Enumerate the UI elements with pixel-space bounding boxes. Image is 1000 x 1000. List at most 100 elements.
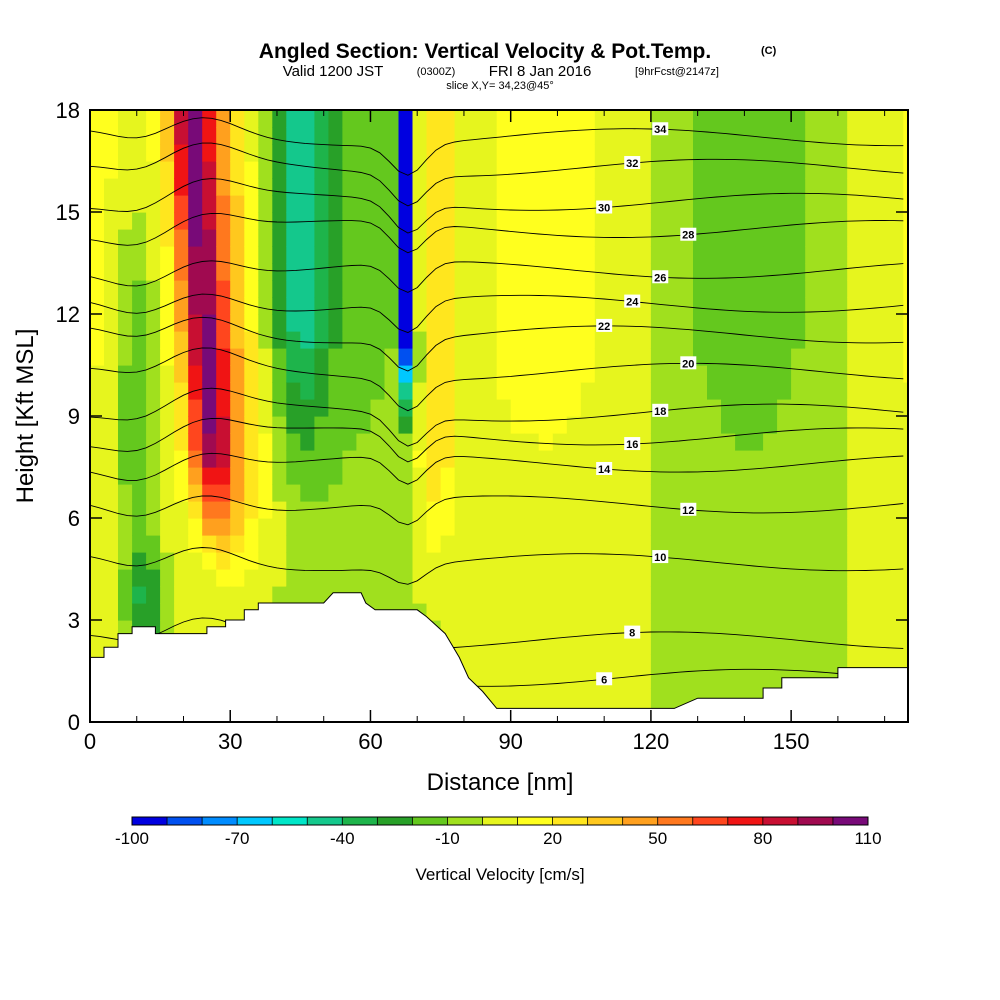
velocity-cell — [300, 518, 315, 536]
velocity-cell — [538, 450, 554, 468]
velocity-cell — [118, 110, 133, 128]
velocity-cell — [216, 127, 231, 145]
velocity-cell — [132, 229, 147, 247]
velocity-cell — [118, 365, 133, 383]
velocity-cell — [664, 382, 680, 400]
velocity-cell — [707, 365, 722, 383]
velocity-cell — [566, 263, 582, 281]
velocity-cell — [146, 127, 161, 145]
velocity-cell — [819, 569, 834, 587]
velocity-cell — [188, 297, 203, 315]
velocity-cell — [580, 229, 596, 247]
velocity-cell — [679, 603, 694, 621]
velocity-cell — [622, 314, 638, 332]
velocity-cell — [132, 110, 147, 128]
velocity-cell — [230, 484, 245, 502]
velocity-cell — [524, 501, 540, 519]
velocity-cell — [664, 535, 680, 553]
velocity-cell — [735, 620, 750, 638]
velocity-cell — [272, 348, 287, 366]
velocity-cell — [735, 484, 750, 502]
velocity-cell — [356, 552, 371, 570]
velocity-cell — [314, 382, 329, 400]
velocity-cell — [566, 654, 582, 672]
velocity-cell — [286, 382, 301, 400]
velocity-cell — [664, 280, 680, 298]
velocity-cell — [496, 331, 512, 349]
velocity-cell — [342, 280, 357, 298]
velocity-cell — [202, 161, 217, 179]
velocity-cell — [847, 161, 862, 179]
velocity-cell — [847, 348, 862, 366]
velocity-cell — [188, 314, 203, 332]
velocity-cell — [622, 382, 638, 400]
velocity-cell — [566, 212, 582, 230]
velocity-cell — [370, 178, 386, 196]
contour-label: 26 — [654, 272, 666, 284]
velocity-cell — [903, 127, 908, 145]
velocity-cell — [258, 161, 273, 179]
velocity-cell — [777, 620, 792, 638]
velocity-cell — [580, 637, 596, 655]
velocity-cell — [160, 603, 175, 621]
contour-label: 12 — [682, 505, 694, 517]
velocity-cell — [468, 552, 484, 570]
velocity-cell — [398, 433, 414, 451]
velocity-cell — [693, 450, 708, 468]
velocity-cell — [510, 654, 526, 672]
velocity-cell — [580, 518, 596, 536]
velocity-cell — [510, 229, 526, 247]
velocity-cell — [622, 688, 638, 706]
velocity-cell — [132, 569, 147, 587]
velocity-cell — [524, 280, 540, 298]
velocity-cell — [244, 484, 259, 502]
velocity-cell — [188, 569, 203, 587]
velocity-cell — [805, 127, 820, 145]
velocity-cell — [580, 280, 596, 298]
velocity-cell — [454, 416, 470, 434]
velocity-cell — [636, 365, 652, 383]
velocity-cell — [847, 178, 862, 196]
velocity-cell — [244, 467, 259, 485]
velocity-cell — [735, 654, 750, 672]
colorbar-swatch — [552, 817, 588, 825]
velocity-cell — [454, 450, 470, 468]
velocity-cell — [791, 161, 806, 179]
velocity-cell — [847, 416, 862, 434]
velocity-cell — [889, 501, 904, 519]
velocity-cell — [314, 280, 329, 298]
velocity-cell — [496, 263, 512, 281]
velocity-cell — [664, 671, 680, 689]
velocity-cell — [791, 586, 806, 604]
velocity-cell — [650, 365, 666, 383]
velocity-cell — [286, 144, 301, 162]
velocity-cell — [426, 178, 442, 196]
velocity-cell — [889, 603, 904, 621]
velocity-cell — [286, 569, 301, 587]
velocity-cell — [454, 212, 470, 230]
velocity-cell — [552, 263, 568, 281]
velocity-cell — [805, 382, 820, 400]
velocity-cell — [384, 331, 400, 349]
velocity-cell — [454, 433, 470, 451]
velocity-cell — [622, 212, 638, 230]
velocity-cell — [328, 144, 343, 162]
velocity-cell — [132, 399, 147, 417]
velocity-cell — [819, 620, 834, 638]
velocity-cell — [833, 518, 848, 536]
velocity-cell — [524, 178, 540, 196]
velocity-cell — [608, 637, 624, 655]
velocity-cell — [735, 195, 750, 213]
velocity-cell — [552, 654, 568, 672]
velocity-cell — [202, 348, 217, 366]
velocity-cell — [216, 603, 231, 621]
velocity-cell — [650, 484, 666, 502]
velocity-cell — [721, 331, 736, 349]
colorbar-swatch — [517, 817, 553, 825]
velocity-cell — [777, 399, 792, 417]
velocity-cell — [202, 280, 217, 298]
velocity-cell — [538, 144, 554, 162]
velocity-cell — [104, 518, 119, 536]
velocity-cell — [566, 552, 582, 570]
